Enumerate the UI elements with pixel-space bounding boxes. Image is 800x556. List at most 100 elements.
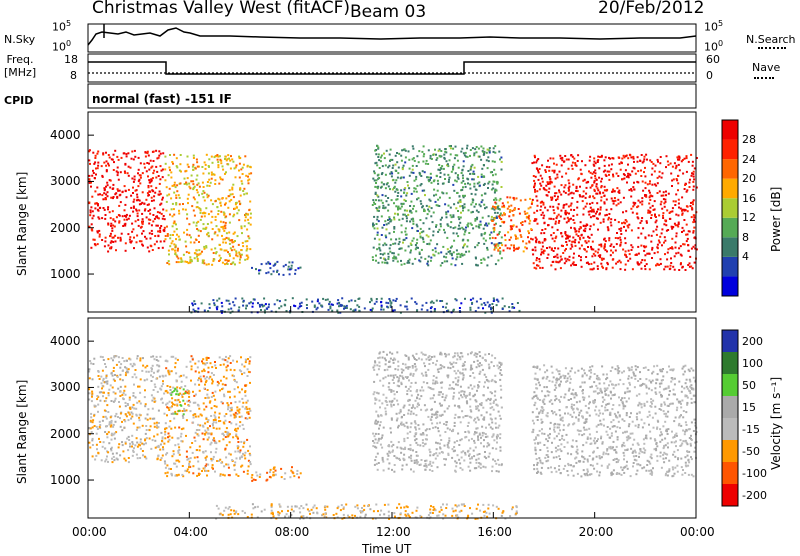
data-cell — [248, 173, 250, 175]
data-cell — [447, 248, 449, 250]
data-cell — [637, 246, 639, 248]
data-cell — [624, 269, 626, 271]
data-cell — [105, 459, 107, 461]
data-cell — [203, 223, 205, 225]
data-cell — [162, 152, 164, 154]
data-cell — [204, 434, 206, 436]
data-cell — [232, 184, 234, 186]
data-cell — [644, 254, 646, 256]
data-cell — [194, 457, 196, 459]
data-cell — [410, 426, 412, 428]
data-cell — [453, 450, 455, 452]
data-cell — [239, 262, 241, 264]
data-cell — [380, 414, 382, 416]
data-cell — [229, 441, 231, 443]
data-cell — [495, 463, 497, 465]
data-cell — [121, 394, 123, 396]
data-cell — [98, 210, 100, 212]
data-cell — [631, 170, 633, 172]
data-cell — [108, 154, 110, 156]
data-cell — [171, 437, 173, 439]
data-cell — [437, 180, 439, 182]
data-cell — [198, 182, 200, 184]
data-cell — [532, 238, 534, 240]
data-cell — [467, 178, 469, 180]
data-cell — [171, 242, 173, 244]
data-cell — [479, 371, 481, 373]
data-cell — [135, 190, 137, 192]
data-cell — [133, 199, 135, 201]
data-cell — [628, 250, 630, 252]
data-cell — [210, 415, 212, 417]
data-cell — [480, 463, 482, 465]
data-cell — [90, 211, 92, 213]
data-cell — [420, 203, 422, 205]
data-cell — [175, 372, 177, 374]
data-cell — [134, 176, 136, 178]
data-cell — [402, 369, 404, 371]
data-cell — [376, 248, 378, 250]
data-cell — [654, 183, 656, 185]
data-cell — [129, 215, 131, 217]
data-cell — [410, 243, 412, 245]
data-cell — [90, 247, 92, 249]
data-cell — [633, 182, 635, 184]
data-cell — [486, 225, 488, 227]
data-cell — [203, 402, 205, 404]
data-cell — [585, 206, 587, 208]
data-cell — [411, 240, 413, 242]
data-cell — [684, 209, 686, 211]
data-cell — [179, 170, 181, 172]
data-cell — [471, 193, 473, 195]
data-cell — [162, 455, 164, 457]
data-cell — [207, 389, 209, 391]
data-cell — [668, 193, 670, 195]
data-cell — [212, 392, 214, 394]
data-cell — [693, 227, 695, 229]
data-cell — [497, 206, 499, 208]
data-cell — [151, 200, 153, 202]
data-cell — [92, 210, 94, 212]
data-cell — [202, 173, 204, 175]
data-cell — [486, 159, 488, 161]
data-cell — [364, 307, 366, 309]
data-cell — [248, 413, 250, 415]
data-cell — [664, 219, 666, 221]
data-cell — [146, 437, 148, 439]
data-cell — [442, 452, 444, 454]
data-cell — [289, 476, 291, 478]
data-cell — [99, 421, 101, 423]
data-cell — [391, 175, 393, 177]
data-cell — [132, 413, 134, 415]
data-cell — [453, 362, 455, 364]
data-cell — [563, 207, 565, 209]
data-cell — [208, 367, 210, 369]
data-cell — [668, 164, 670, 166]
data-cell — [172, 240, 174, 242]
data-cell — [105, 381, 107, 383]
data-cell — [152, 355, 154, 357]
data-cell — [538, 179, 540, 181]
data-cell — [555, 261, 557, 263]
data-cell — [205, 459, 207, 461]
data-cell — [154, 192, 156, 194]
data-cell — [533, 175, 535, 177]
data-cell — [102, 152, 104, 154]
data-cell — [519, 213, 521, 215]
data-cell — [182, 396, 184, 398]
data-cell — [184, 470, 186, 472]
data-cell — [661, 208, 663, 210]
data-cell — [153, 151, 155, 153]
data-cell — [107, 461, 109, 463]
data-cell — [294, 273, 296, 275]
data-cell — [483, 445, 485, 447]
data-cell — [246, 240, 248, 242]
data-cell — [397, 261, 399, 263]
data-cell — [283, 265, 285, 267]
data-cell — [122, 357, 124, 359]
data-cell — [126, 219, 128, 221]
data-cell — [596, 179, 598, 181]
data-cell — [416, 155, 418, 157]
data-cell — [456, 180, 458, 182]
data-cell — [110, 217, 112, 219]
